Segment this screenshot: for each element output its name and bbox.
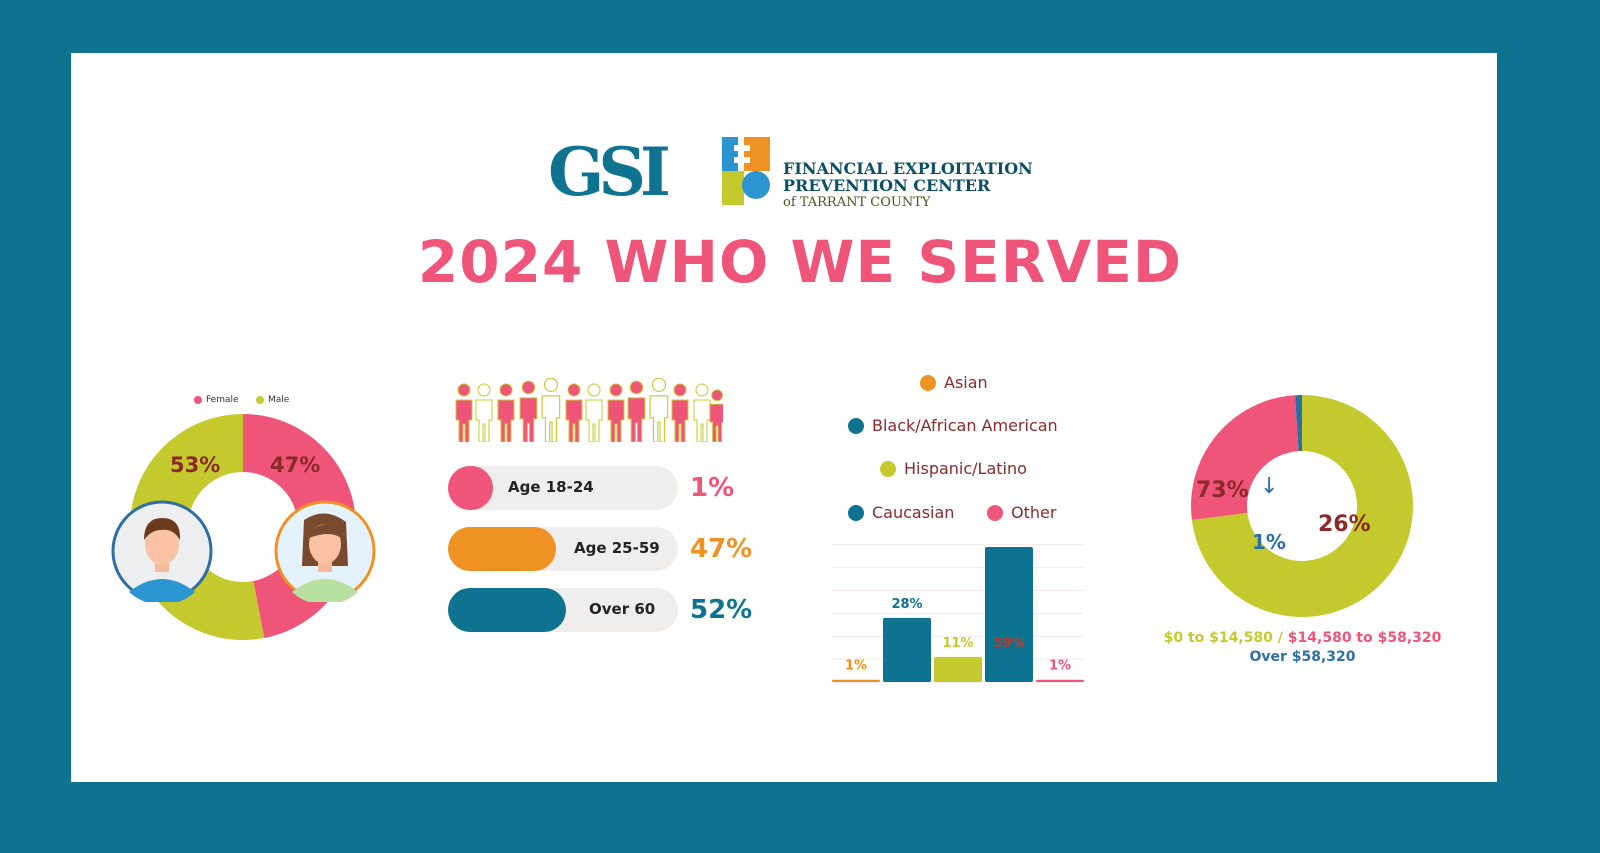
age-bar-18-24: Age 18-24 <box>448 466 678 510</box>
ethnicity-bar-chart: 1% 28% 11% 59% 1% <box>832 544 1084 683</box>
gsi-logo: GSI <box>548 133 671 211</box>
legend-female: Female <box>194 395 239 405</box>
female-avatar <box>274 500 376 602</box>
bar-label: 1% <box>1049 659 1071 674</box>
bar-label: 1% <box>845 659 867 674</box>
person-icon <box>497 383 515 442</box>
legend-male: Male <box>256 395 289 405</box>
person-icon <box>649 378 669 442</box>
legend-dot <box>194 396 202 404</box>
income-pct-low: 73% <box>1196 478 1249 503</box>
male-avatar <box>111 500 213 602</box>
age-pct-over-60: 52% <box>690 595 753 625</box>
legend-dot <box>880 460 896 477</box>
income-low-slice <box>1191 395 1413 617</box>
people-icons <box>455 378 723 442</box>
person-icon <box>607 383 625 442</box>
person-icon <box>519 380 538 442</box>
male-pct: 53% <box>170 453 221 477</box>
bar-hispanic-latino <box>934 656 982 682</box>
person-icon <box>693 383 711 442</box>
person-icon <box>565 383 583 442</box>
person-icon <box>585 383 603 442</box>
legend-hispanic: Hispanic/Latino <box>880 459 1027 478</box>
fepc-logo <box>722 137 770 205</box>
legend-dot <box>987 504 1003 521</box>
person-icon <box>541 378 561 442</box>
fepc-name: FINANCIAL EXPLOITATION PREVENTION CENTER … <box>783 159 1033 210</box>
age-bar-fill <box>448 588 566 632</box>
bar-label: 28% <box>891 597 922 612</box>
person-icon <box>627 380 646 442</box>
income-mid-slice <box>1191 395 1299 520</box>
person-icon <box>455 383 473 442</box>
income-donut <box>1191 395 1413 617</box>
person-icon <box>475 383 493 442</box>
age-bar-fill <box>448 466 493 510</box>
arrow-down-icon: ↓ <box>1260 474 1279 499</box>
female-pct: 47% <box>270 453 321 477</box>
age-bar-over-60: Over 60 <box>448 588 678 632</box>
bar-other <box>1036 679 1084 682</box>
age-pct-25-59: 47% <box>690 534 753 564</box>
income-pct-high: 1% <box>1252 530 1286 554</box>
page-title: 2024 WHO WE SERVED <box>417 228 1183 296</box>
legend-other: Other <box>987 503 1056 522</box>
legend-dot <box>848 417 864 434</box>
legend-black: Black/African American <box>848 416 1058 435</box>
bar-caucasian <box>985 547 1033 682</box>
income-high-slice <box>1295 395 1302 452</box>
legend-dot <box>848 504 864 521</box>
legend-dot <box>256 396 264 404</box>
person-icon <box>709 389 723 442</box>
legend-caucasian: Caucasian <box>848 503 954 522</box>
bar-asian <box>832 679 880 682</box>
bar-label: 59% <box>993 636 1024 651</box>
age-bar-fill <box>448 527 556 571</box>
income-legend: $0 to $14,580 / $14,580 to $58,320 Over … <box>1163 630 1442 665</box>
age-bar-25-59: Age 25-59 <box>448 527 678 571</box>
legend-asian: Asian <box>920 373 988 392</box>
bar-label: 11% <box>942 636 973 651</box>
age-pct-18-24: 1% <box>690 473 735 503</box>
person-icon <box>671 383 689 442</box>
legend-dot <box>920 374 936 391</box>
bar-black-african-american <box>883 617 931 682</box>
income-pct-mid: 26% <box>1318 512 1371 537</box>
